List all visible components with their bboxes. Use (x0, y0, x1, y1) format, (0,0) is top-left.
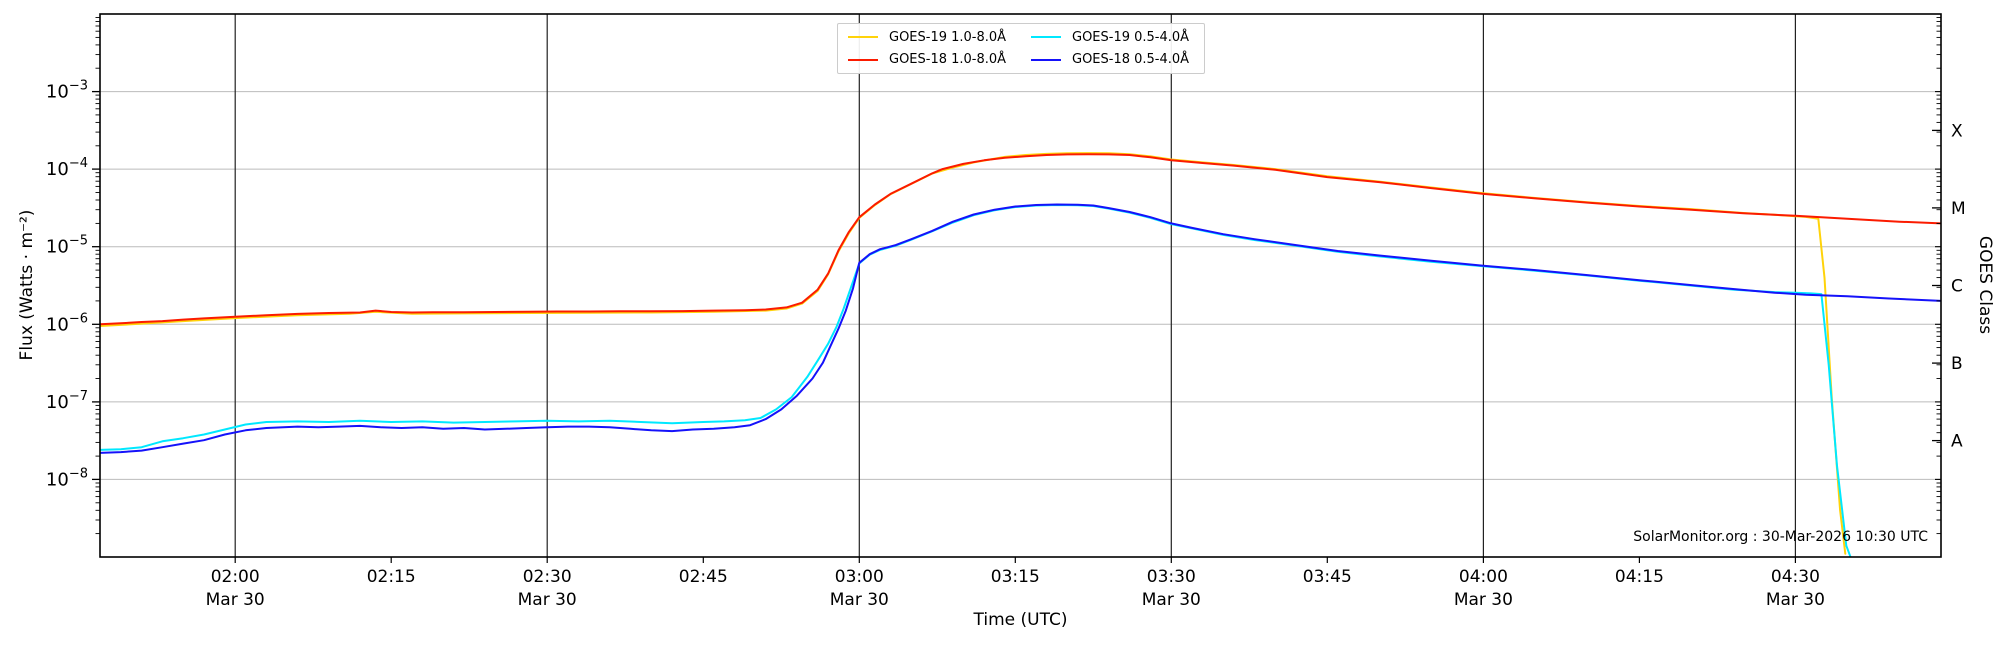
svg-text:10−6: 10−6 (46, 311, 88, 335)
svg-text:04:15: 04:15 (1615, 567, 1664, 587)
svg-text:Mar 30: Mar 30 (206, 590, 265, 610)
watermark-text: SolarMonitor.org : 30-Mar-2026 10:30 UTC (1633, 529, 1928, 545)
legend-label: GOES-19 0.5-4.0Å (1072, 29, 1190, 45)
svg-text:Mar 30: Mar 30 (518, 590, 577, 610)
legend-line-swatch-cyan (1031, 36, 1061, 39)
svg-text:Mar 30: Mar 30 (830, 590, 889, 610)
svg-text:03:15: 03:15 (991, 567, 1040, 587)
svg-text:04:30: 04:30 (1771, 567, 1820, 587)
svg-text:C: C (1951, 277, 1963, 297)
legend-item-goes18-long: GOES-18 1.0-8.0Å (838, 53, 1021, 66)
svg-text:02:00: 02:00 (211, 567, 260, 587)
svg-text:02:15: 02:15 (367, 567, 416, 587)
svg-text:X: X (1951, 121, 1963, 141)
svg-text:03:30: 03:30 (1147, 567, 1196, 587)
legend-line-swatch-yellow (848, 36, 878, 39)
svg-text:03:00: 03:00 (835, 567, 884, 587)
x-axis-label: Time (UTC) (973, 610, 1068, 630)
svg-text:B: B (1951, 354, 1963, 374)
svg-text:Mar 30: Mar 30 (1766, 590, 1825, 610)
svg-text:03:45: 03:45 (1303, 567, 1352, 587)
svg-text:A: A (1951, 432, 1963, 452)
svg-text:02:45: 02:45 (679, 567, 728, 587)
svg-text:10−3: 10−3 (46, 79, 88, 103)
svg-text:M: M (1951, 199, 1966, 219)
svg-text:02:30: 02:30 (523, 567, 572, 587)
y-axis-label: Flux (Watts · m⁻²) (17, 209, 37, 361)
legend-label: GOES-18 1.0-8.0Å (889, 52, 1007, 68)
legend-item-goes18-short: GOES-18 0.5-4.0Å (1021, 53, 1204, 66)
legend-line-swatch-blue (1031, 58, 1061, 61)
svg-text:Mar 30: Mar 30 (1142, 590, 1201, 610)
svg-text:04:00: 04:00 (1459, 567, 1508, 587)
legend-line-swatch-red (848, 58, 878, 61)
legend-item-goes19-short: GOES-19 0.5-4.0Å (1021, 31, 1204, 44)
legend-label: GOES-18 0.5-4.0Å (1072, 52, 1190, 68)
legend-label: GOES-19 1.0-8.0Å (889, 29, 1007, 45)
right-axis-label: GOES Class (1975, 235, 1995, 335)
svg-text:Mar 30: Mar 30 (1454, 590, 1513, 610)
legend-item-goes19-long: GOES-19 1.0-8.0Å (838, 31, 1021, 44)
legend-box: GOES-19 1.0-8.0Å GOES-18 1.0-8.0Å GOES-1… (837, 23, 1205, 74)
